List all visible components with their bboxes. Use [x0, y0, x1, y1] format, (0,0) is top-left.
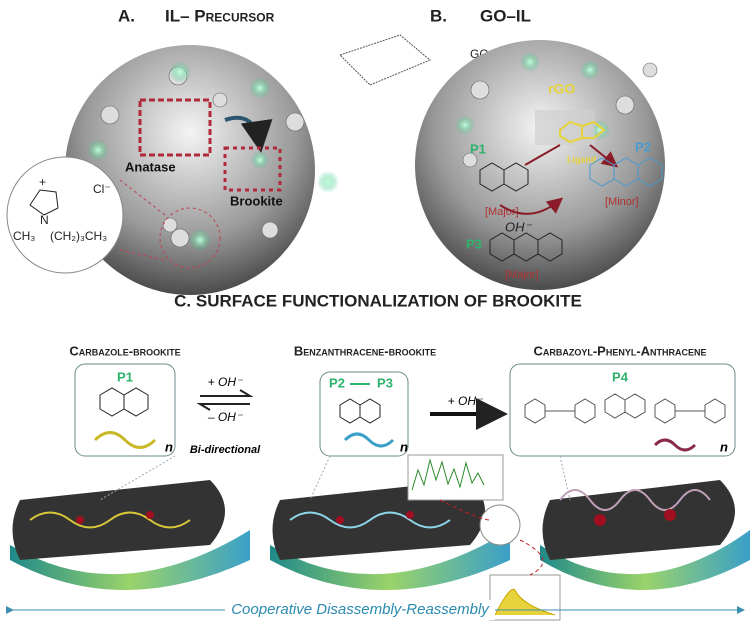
inset-chart: [407, 454, 504, 501]
product: P2: [635, 139, 651, 154]
product: P2: [329, 375, 345, 390]
particles: [462, 62, 658, 168]
yield: [Major]: [485, 206, 519, 218]
inset: [6, 156, 124, 274]
graphene: [339, 34, 431, 86]
repeat: n: [720, 439, 728, 454]
panel-label: B.: [430, 6, 447, 25]
box: [509, 363, 736, 457]
anion: Cl⁻: [93, 182, 111, 196]
structure: [339, 398, 381, 424]
sphere: [65, 45, 315, 295]
atom: N: [40, 213, 49, 227]
label: rGO: [548, 81, 575, 97]
box: [319, 371, 409, 457]
brookite-crystal: [223, 146, 282, 192]
label: Anatase: [125, 159, 176, 174]
footer: Cooperative Disassembly-Reassembly: [231, 601, 490, 618]
product: P3: [377, 375, 393, 390]
group: (CH₂)₃CH₃: [50, 229, 107, 243]
section-title: C. SURFACE FUNCTIONALIZATION OF BROOKITE: [174, 291, 582, 310]
chain: [343, 432, 395, 448]
structure: [479, 162, 529, 192]
zoom-circle: [159, 207, 221, 269]
stage-title: Carbazole-brookite: [69, 343, 180, 358]
label-backdrop: [225, 600, 495, 620]
stage-title: Benzanthracene-brookite: [294, 343, 436, 358]
repeat: n: [165, 439, 173, 454]
nanotubes: [10, 480, 750, 590]
panel-label: A.: [118, 6, 135, 25]
ligand-ring: [559, 120, 606, 144]
structure: [524, 393, 726, 424]
label: Brookite: [230, 193, 283, 208]
product: P1: [117, 369, 133, 384]
product: P4: [612, 369, 629, 384]
zoom-lines: [99, 455, 571, 501]
yield: [Minor]: [605, 196, 639, 208]
label: Ligand: [567, 154, 597, 164]
structure: [589, 157, 663, 187]
glow-dots: [87, 61, 339, 251]
note: Bi-directional: [190, 444, 261, 456]
yield: [Major]: [505, 269, 539, 281]
panel-title: IL– Precursor: [165, 6, 275, 25]
stage-title: Carbazoyl-Phenyl-Anthracene: [533, 343, 706, 358]
product: P1: [470, 141, 486, 156]
link: [439, 499, 544, 576]
chain: [653, 438, 697, 452]
reagent: + OH⁻: [448, 394, 484, 408]
group: CH₃: [13, 229, 35, 243]
chain: [93, 431, 157, 449]
zoom-lines: [119, 179, 166, 261]
arrow: [499, 197, 564, 215]
repeat: n: [400, 439, 408, 454]
panel-title: GO–IL: [480, 6, 531, 25]
arrow: [524, 144, 615, 165]
structure: [489, 232, 563, 262]
sphere: [415, 40, 665, 290]
reagent: – OH⁻: [207, 410, 244, 424]
product: P3: [466, 236, 482, 251]
structure: [99, 387, 149, 417]
equilibrium-arrows: [196, 389, 254, 411]
reagent: OH⁻: [505, 219, 533, 234]
charge: +: [39, 175, 46, 189]
pyrrolidinium: [29, 189, 59, 216]
inset-circle: [479, 504, 521, 546]
arrow: [224, 115, 273, 153]
inset-trace: [411, 458, 485, 491]
reagent: + OH⁻: [208, 375, 244, 389]
